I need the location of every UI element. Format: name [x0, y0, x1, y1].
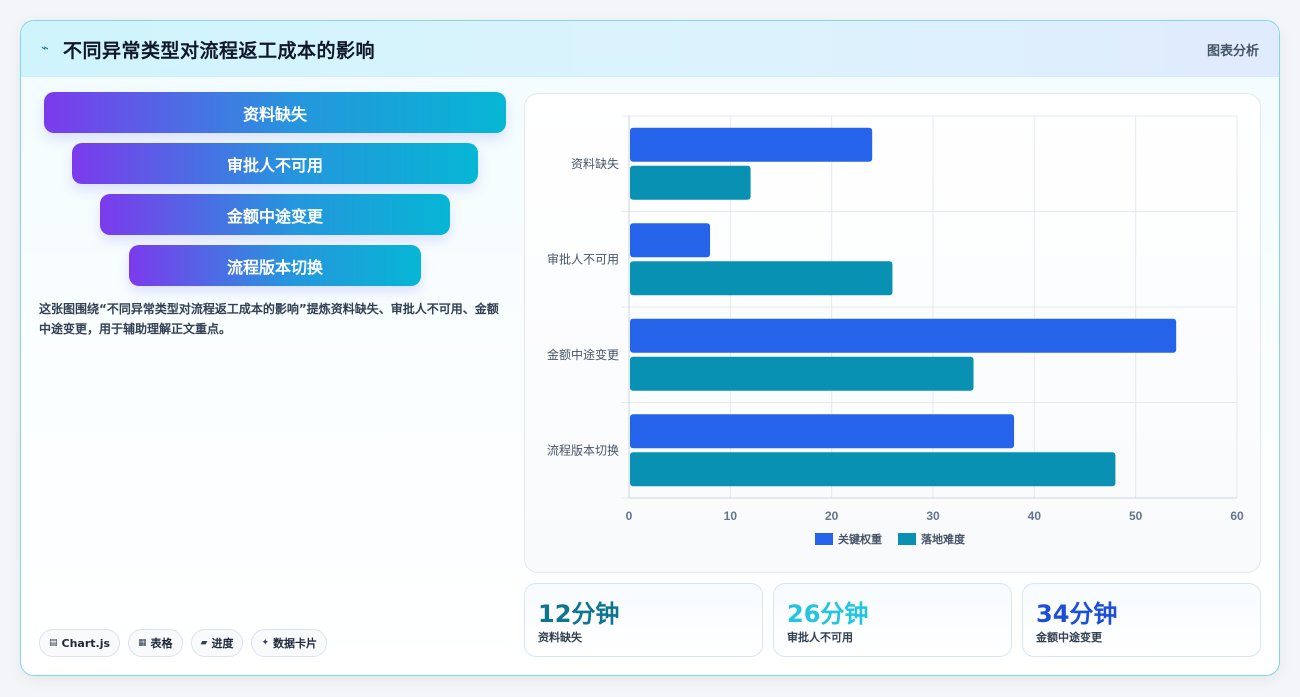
x-tick-label: 40	[1028, 509, 1042, 523]
chart-panel: 0 10 20 30 40 50 60 资料缺失审批人不可用 金额中途变更 流程版本切换关键权重 落…	[524, 93, 1261, 573]
card-header: ⌁ 不同异常类型对流程返工成本的影响 图表分析	[21, 21, 1279, 77]
chart-description: 这张图围绕“不同异常类型对流程返工成本的影响”提炼资料缺失、审批人不可用、金额中…	[39, 302, 499, 336]
x-tick-label: 30	[926, 509, 940, 523]
stat-label: 审批人不可用	[787, 631, 853, 644]
chip-chartjs[interactable]: ▤ Chart.js	[39, 629, 121, 657]
stat-value: 12分钟	[538, 600, 620, 628]
legend-label: 关键权重	[838, 532, 882, 546]
funnel-step-2: 审批人不可用	[72, 143, 478, 184]
stat-value: 34分钟	[1036, 600, 1118, 628]
chip-label: 进度	[211, 637, 234, 650]
x-tick-label: 10	[724, 509, 738, 523]
chart-analysis-tag: 图表分析	[1206, 44, 1259, 59]
funnel-step-1: 资料缺失	[44, 92, 506, 133]
y-tick-label: 金额中途变更	[547, 347, 619, 362]
stat-card-3: 34分钟 金额中途变更	[1022, 583, 1261, 657]
chip-label: Chart.js	[61, 636, 111, 650]
stat-value: 26分钟	[787, 600, 869, 628]
chip-table[interactable]: ▦ 表格	[128, 629, 183, 657]
stat-label: 金额中途变更	[1036, 631, 1102, 644]
chip-label: 数据卡片	[273, 637, 318, 650]
legend-label: 落地难度	[921, 532, 966, 546]
y-tick-label: 资料缺失	[571, 156, 619, 171]
stat-card-1: 12分钟 资料缺失	[524, 583, 763, 657]
tool-chips: ▤ Chart.js ▦ 表格 ▰ 进度 ✦ 数据卡片	[39, 629, 328, 657]
bar-difficulty	[630, 261, 893, 296]
legend-swatch	[815, 533, 833, 545]
table-icon: ▦	[138, 638, 147, 648]
progress-icon: ▰	[200, 638, 208, 648]
funnel-step-4: 流程版本切换	[129, 245, 421, 286]
bar-key-weight	[630, 318, 1177, 353]
bar-key-weight	[630, 414, 1015, 449]
x-tick-label: 50	[1129, 509, 1143, 523]
bar-key-weight	[630, 127, 873, 162]
bar-difficulty	[630, 165, 751, 200]
chart-card: ⌁ 不同异常类型对流程返工成本的影响 图表分析 资料缺失 审批人不可用 金额中途…	[20, 20, 1280, 676]
y-tick-label: 流程版本切换	[547, 442, 619, 457]
x-tick-label: 0	[626, 509, 633, 523]
funnel-step-3: 金额中途变更	[100, 194, 450, 235]
x-tick-label: 20	[825, 509, 839, 523]
stat-label: 资料缺失	[538, 631, 582, 644]
sparkle-icon: ✦	[261, 638, 270, 648]
spark-icon: ⌁	[41, 41, 49, 56]
bar-key-weight	[630, 223, 711, 258]
x-tick-label: 60	[1230, 509, 1244, 523]
legend-swatch	[898, 533, 916, 545]
bar-difficulty	[630, 452, 1116, 487]
chip-progress[interactable]: ▰ 进度	[190, 629, 244, 657]
chip-data-card[interactable]: ✦ 数据卡片	[251, 629, 328, 657]
bar-difficulty	[630, 356, 974, 391]
y-tick-label: 审批人不可用	[547, 251, 619, 266]
page-title: 不同异常类型对流程返工成本的影响	[63, 40, 376, 62]
chart-icon: ▤	[49, 638, 58, 648]
chip-label: 表格	[150, 637, 173, 650]
stat-card-2: 26分钟 审批人不可用	[773, 583, 1012, 657]
